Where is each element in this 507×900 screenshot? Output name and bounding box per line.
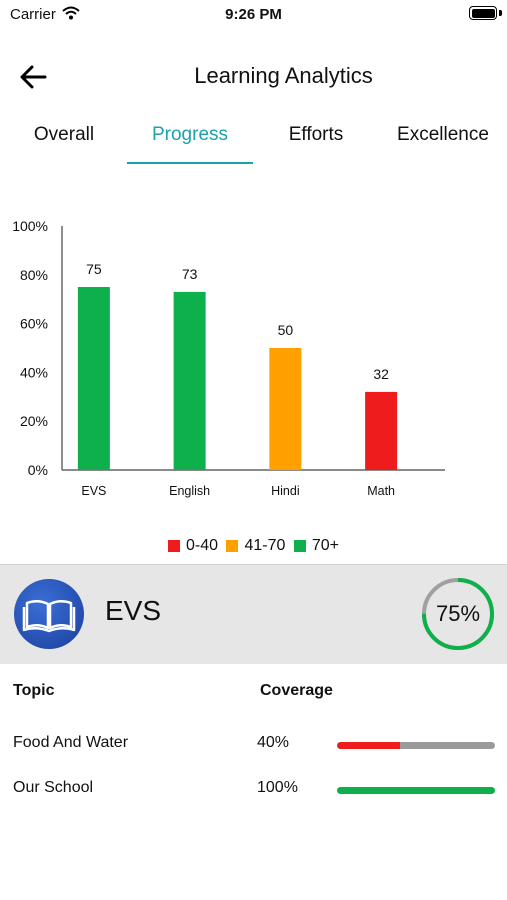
topic-coverage-fill (337, 742, 401, 749)
bar-evs (77, 287, 110, 470)
legend-label-mid: 41-70 (244, 537, 286, 554)
column-header-coverage: Coverage (260, 682, 333, 699)
legend-label-low: 0-40 (186, 537, 219, 554)
y-tick-label: 100% (12, 218, 48, 234)
wifi-icon (62, 6, 80, 25)
chart-legend: 0-40 41-70 70+ (0, 537, 507, 559)
clock: 9:26 PM (225, 6, 282, 23)
tab-bar: Overall Progress Efforts Excellence (0, 120, 507, 166)
topic-coverage-fill (337, 787, 495, 794)
tab-progress[interactable]: Progress (127, 120, 253, 164)
topic-coverage-value: 100% (257, 779, 298, 796)
y-tick-label: 80% (20, 267, 48, 283)
topic-name: Food And Water (13, 734, 129, 751)
x-tick-label: Math (367, 484, 395, 498)
topic-coverage-value: 40% (257, 734, 290, 751)
y-tick-label: 0% (28, 462, 48, 478)
column-header-topic: Topic (13, 682, 55, 699)
x-tick-label: English (169, 484, 210, 498)
tab-progress-label: Progress (151, 124, 229, 145)
bar-hindi (269, 348, 302, 470)
legend-swatch-low (168, 540, 180, 552)
subject-card[interactable]: EVS 75% (0, 564, 507, 664)
topic-name: Our School (13, 779, 94, 796)
legend-swatch-high (293, 540, 306, 552)
topic-row[interactable]: Our School 100% (0, 779, 507, 803)
bar-value-label: 50 (278, 322, 294, 338)
battery-cap (499, 10, 502, 16)
y-tick-label: 40% (20, 364, 48, 380)
status-bar: Carrier 9:26 PM (0, 0, 507, 30)
legend-item-low: 0-40 (168, 537, 218, 555)
legend-swatch-mid (226, 540, 239, 552)
legend-item-high: 70+ (293, 537, 339, 555)
nav-bar: Learning Analytics (0, 55, 507, 99)
subject-name: EVS (105, 595, 162, 626)
topic-table-header: Topic Coverage (0, 682, 507, 704)
bar-value-label: 75 (86, 261, 102, 277)
bar-value-label: 73 (182, 266, 198, 282)
legend-item-mid: 41-70 (226, 537, 285, 555)
topic-row[interactable]: Food And Water 40% (0, 734, 507, 758)
topic-coverage-bar (337, 742, 495, 749)
tab-overall[interactable]: Overall (33, 124, 95, 145)
x-tick-label: EVS (81, 484, 106, 498)
bar-english (173, 291, 206, 470)
back-button[interactable] (18, 63, 50, 91)
book-icon (14, 579, 84, 649)
y-tick-label: 20% (20, 413, 48, 429)
subject-percent: 75% (435, 601, 481, 626)
tab-efforts[interactable]: Efforts (288, 124, 344, 145)
page-title: Learning Analytics (194, 63, 373, 88)
battery-icon (469, 6, 497, 20)
y-tick-label: 60% (20, 316, 48, 332)
topic-coverage-bar (337, 787, 495, 794)
bar-math (365, 391, 398, 470)
active-tab-indicator (127, 162, 253, 164)
legend-label-high: 70+ (311, 537, 339, 554)
x-tick-label: Hindi (271, 484, 300, 498)
arrow-left-icon (20, 65, 47, 89)
carrier-label: Carrier (10, 6, 56, 23)
subject-progress-ring (422, 578, 494, 650)
progress-chart: 0% 20% 40% 60% 80% 100% 75 EVS 73 English 50 Hindi 3… (0, 200, 507, 520)
bar-value-label: 32 (373, 366, 389, 382)
tab-excellence[interactable]: Excellence (397, 124, 489, 145)
